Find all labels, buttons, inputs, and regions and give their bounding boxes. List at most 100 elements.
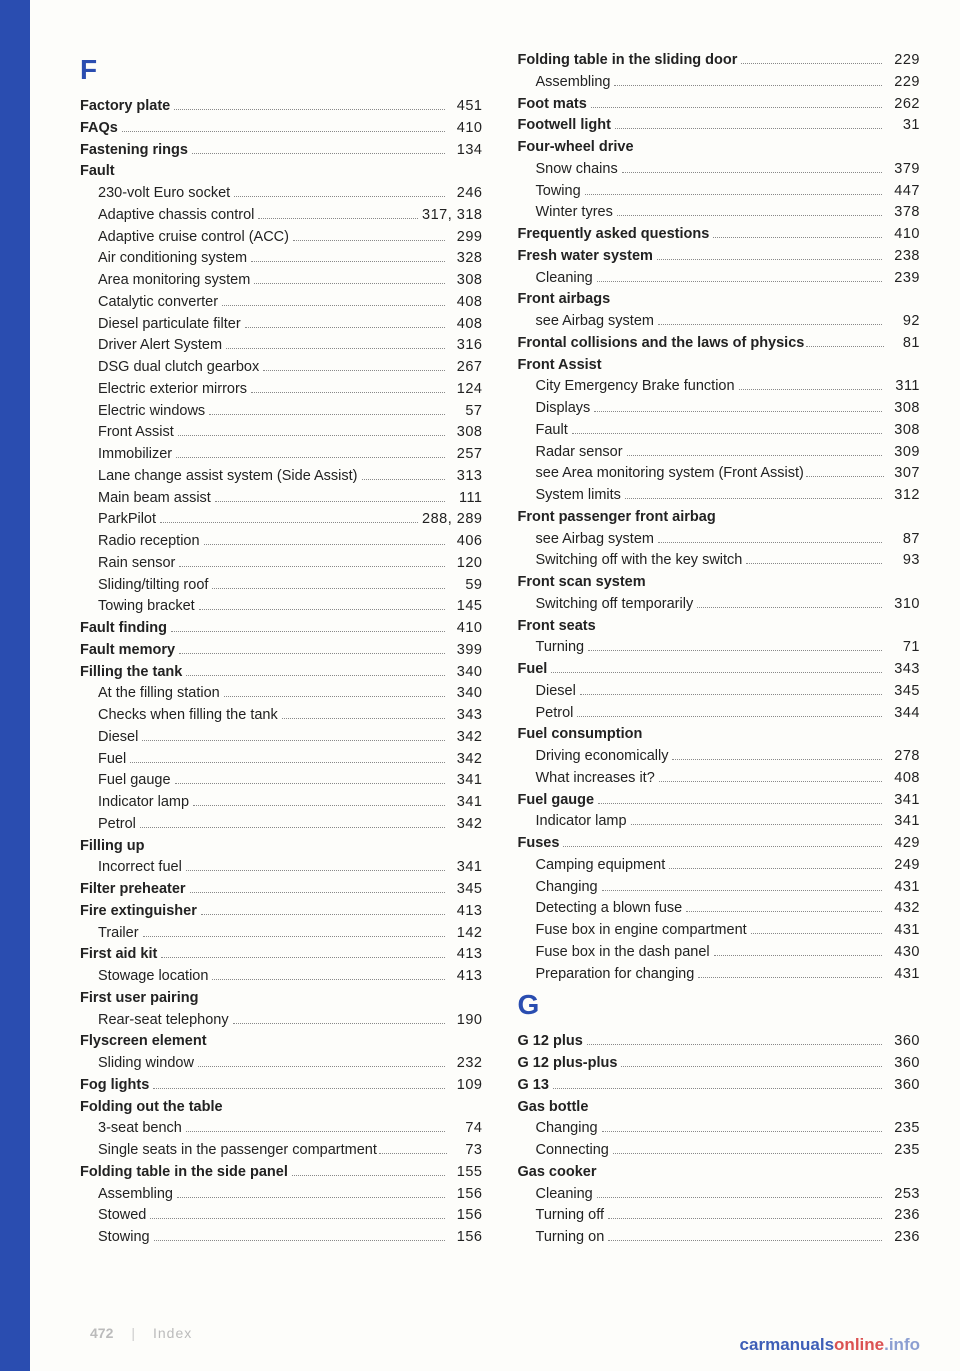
entry-page: 408 <box>886 768 920 790</box>
index-entry: Fastening rings134 <box>80 140 483 162</box>
leader-dots <box>201 905 445 915</box>
watermark-b: online <box>834 1335 884 1354</box>
entry-label: Fuel <box>98 749 126 771</box>
entry-label: Switching off temporarily <box>536 594 694 616</box>
entry-page: 408 <box>449 314 483 336</box>
entry-label: Displays <box>536 398 591 420</box>
entry-label: Preparation for changing <box>536 964 695 986</box>
entry-page: 109 <box>449 1075 483 1097</box>
index-entry: G 12 plus360 <box>518 1031 921 1053</box>
entry-page: 238 <box>886 246 920 268</box>
entry-label: see Airbag system <box>536 311 654 333</box>
entry-label: Connecting <box>536 1140 609 1162</box>
entry-label: Filling the tank <box>80 662 182 684</box>
entry-page: 236 <box>886 1205 920 1227</box>
entry-page: 360 <box>886 1053 920 1075</box>
leader-dots <box>627 445 882 455</box>
index-entry: Fresh water system238 <box>518 246 921 268</box>
leader-dots <box>143 926 445 936</box>
index-subentry: Indicator lamp341 <box>518 811 921 833</box>
index-column-left: FFactory plate451FAQs410Fastening rings1… <box>80 50 483 1295</box>
entry-page: 59 <box>449 575 483 597</box>
leader-dots <box>597 1187 882 1197</box>
leader-dots <box>602 1122 882 1132</box>
entry-page: 317, 318 <box>422 205 482 227</box>
index-subentry: Trailer142 <box>80 923 483 945</box>
entry-page: 431 <box>886 964 920 986</box>
index-subentry: Assembling229 <box>518 72 921 94</box>
entry-page: 87 <box>886 529 920 551</box>
leader-dots <box>669 859 882 869</box>
entry-label: Fuel gauge <box>518 790 595 812</box>
index-entry: Front passenger front airbag <box>518 507 921 529</box>
leader-dots <box>698 967 882 977</box>
leader-dots <box>198 1057 445 1067</box>
leader-dots <box>212 970 444 980</box>
entry-page: 288, 289 <box>422 509 482 531</box>
index-subentry: see Airbag system87 <box>518 529 921 551</box>
entry-label: see Area monitoring system (Front Assist… <box>536 463 804 485</box>
entry-label: Front scan system <box>518 572 646 594</box>
entry-label: Fuel gauge <box>98 770 171 792</box>
entry-label: Fault <box>536 420 568 442</box>
index-subentry: Stowing156 <box>80 1227 483 1249</box>
index-subentry: Petrol344 <box>518 703 921 725</box>
entry-label: Stowing <box>98 1227 150 1249</box>
index-subentry: Connecting235 <box>518 1140 921 1162</box>
index-subentry: Cleaning239 <box>518 268 921 290</box>
leader-dots <box>615 119 882 129</box>
leader-dots <box>154 1231 445 1241</box>
entry-label: Stowage location <box>98 966 208 988</box>
entry-label: Incorrect fuel <box>98 857 182 879</box>
index-entry: Fire extinguisher413 <box>80 901 483 923</box>
entry-page: 308 <box>886 420 920 442</box>
index-subentry: Rain sensor120 <box>80 553 483 575</box>
index-subentry: 3-seat bench74 <box>80 1118 483 1140</box>
index-entry: Fog lights 109 <box>80 1075 483 1097</box>
leader-dots <box>179 557 444 567</box>
entry-label: Frequently asked questions <box>518 224 710 246</box>
entry-label: Changing <box>536 1118 598 1140</box>
entry-page: 309 <box>886 442 920 464</box>
entry-label: Four-wheel drive <box>518 137 634 159</box>
leader-dots <box>551 663 882 673</box>
leader-dots <box>142 731 444 741</box>
entry-label: Fire extinguisher <box>80 901 197 923</box>
index-subentry: 230-volt Euro socket246 <box>80 183 483 205</box>
entry-label: What increases it? <box>536 768 655 790</box>
entry-page: 57 <box>449 401 483 423</box>
entry-label: Fault memory <box>80 640 175 662</box>
index-subentry: Fuel gauge341 <box>80 770 483 792</box>
index-subentry: Single seats in the passenger compartmen… <box>80 1140 483 1162</box>
index-subentry: Fuel342 <box>80 749 483 771</box>
entry-page: 313 <box>449 466 483 488</box>
entry-label: City Emergency Brake function <box>536 376 735 398</box>
entry-label: Towing <box>536 181 581 203</box>
index-subentry: Cleaning253 <box>518 1184 921 1206</box>
leader-dots <box>577 706 882 716</box>
entry-page: 341 <box>886 790 920 812</box>
entry-label: DSG dual clutch gearbox <box>98 357 259 379</box>
leader-dots <box>122 122 445 132</box>
watermark-a: carmanuals <box>740 1335 835 1354</box>
leader-dots <box>379 1144 447 1154</box>
leader-dots <box>602 880 882 890</box>
index-subentry: Driver Alert System316 <box>80 335 483 357</box>
entry-label: Assembling <box>98 1184 173 1206</box>
entry-page: 308 <box>449 422 483 444</box>
entry-label: Fuel consumption <box>518 724 643 746</box>
entry-label: Folding table in the sliding door <box>518 50 738 72</box>
index-subentry: DSG dual clutch gearbox267 <box>80 357 483 379</box>
entry-label: Fog lights <box>80 1075 149 1097</box>
index-subentry: Radio reception406 <box>80 531 483 553</box>
entry-label: Diesel <box>98 727 138 749</box>
entry-label: Switching off with the key switch <box>536 550 743 572</box>
index-entry: FAQs410 <box>80 118 483 140</box>
index-subentry: Switching off with the key switch93 <box>518 550 921 572</box>
entry-label: Flyscreen element <box>80 1031 207 1053</box>
entry-label: Trailer <box>98 923 139 945</box>
entry-label: First aid kit <box>80 944 157 966</box>
leader-dots <box>245 317 445 327</box>
leader-dots <box>621 1057 882 1067</box>
index-entry: Filling up <box>80 836 483 858</box>
